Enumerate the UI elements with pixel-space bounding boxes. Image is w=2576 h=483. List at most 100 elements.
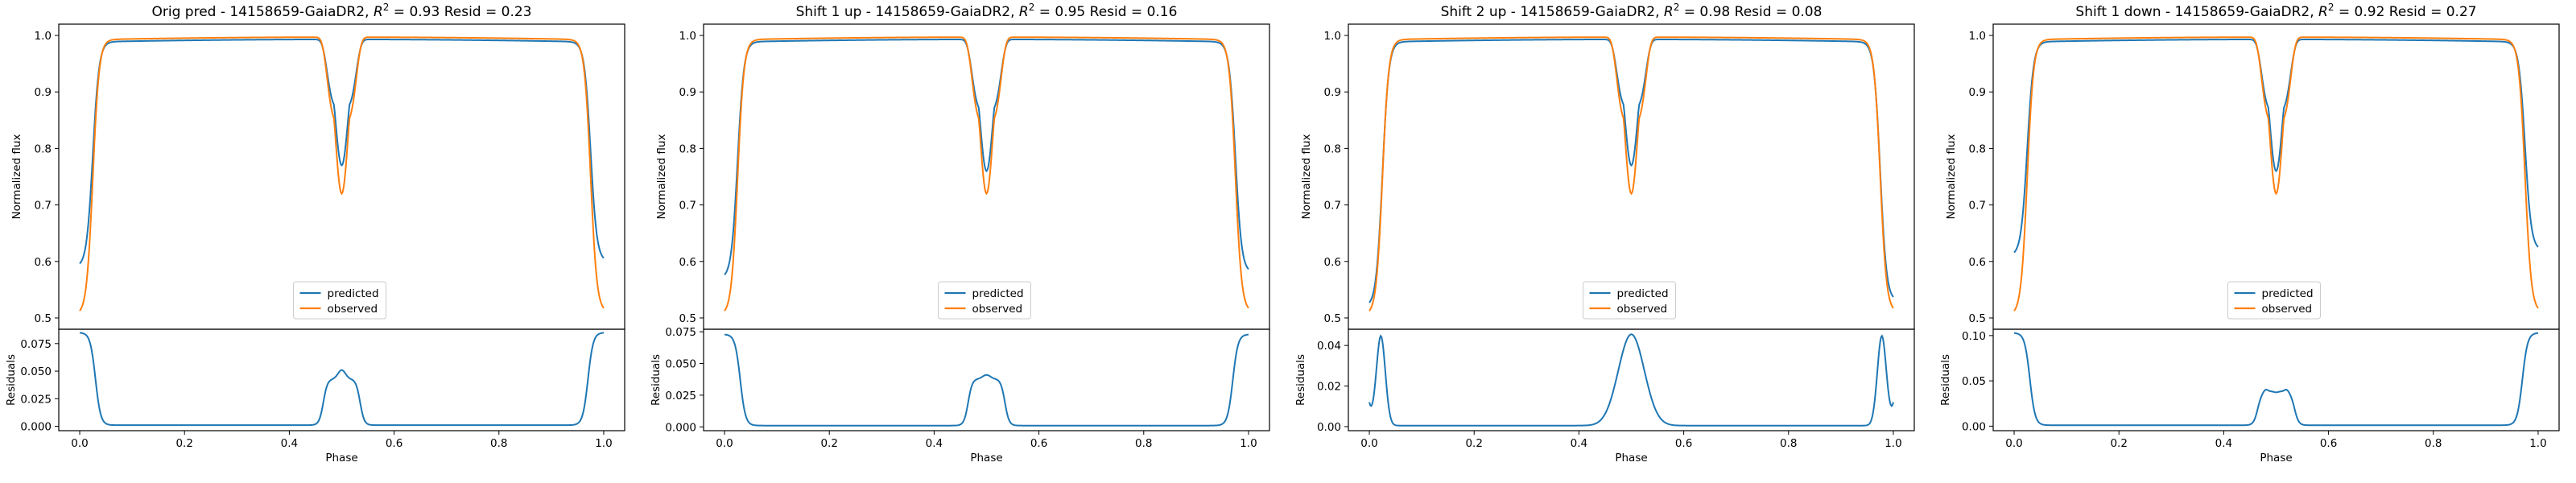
title-r2-value: 0.92 [2355,4,2385,20]
x-tick-label: 0.6 [386,437,402,450]
title-r2-value: 0.98 [1699,4,1730,20]
residual-y-tick-label: 0.00 [1317,421,1341,434]
x-tick-label: 0.2 [2110,437,2127,450]
y-axis-label: Normalized flux [655,134,668,220]
y-tick-label: 0.8 [35,142,52,155]
legend-label-observed: observed [1617,303,1668,316]
x-tick-label: 0.6 [1675,437,1692,450]
residual-line [2013,332,2539,427]
title-r2-exponent: 2 [1029,2,1035,13]
y-tick-label: 0.7 [35,200,52,213]
residual-y-tick-label: 0.050 [665,358,696,371]
residual-y-axis-label: Residuals [5,354,18,406]
observed-line [2013,36,2539,312]
y-tick-label: 0.6 [679,256,696,269]
y-tick-label: 1.0 [1969,30,1986,43]
title-prefix: Shift 1 up - 14158659-GaiaDR2, [796,4,1019,20]
x-tick-label: 0.8 [2425,437,2442,450]
title-r2-symbol: R [374,4,383,20]
x-tick-label: 0.6 [2320,437,2337,450]
x-tick-label: 0.8 [1780,437,1797,450]
x-tick-label: 0.6 [1030,437,1047,450]
predicted-line [79,39,605,265]
observed-line [79,36,605,312]
y-axis-label: Normalized flux [1300,134,1313,220]
x-tick-label: 0.2 [1465,437,1482,450]
y-tick-label: 0.9 [1969,86,1986,99]
x-tick-label: 0.0 [71,437,88,450]
residual-y-axis-label: Residuals [650,354,663,406]
y-tick-label: 0.7 [679,200,696,213]
x-axis-label: Phase [970,452,1002,464]
title-r2-value: 0.95 [1055,4,1085,20]
y-tick-label: 1.0 [1324,30,1341,43]
panel-4: Shift 1 down - 14158659-GaiaDR2, R2 = 0.… [1939,2,2560,464]
y-tick-label: 0.5 [1324,312,1341,325]
title-resid: Resid = 0.16 [1085,4,1177,20]
residual-y-tick-label: 0.02 [1317,381,1341,394]
x-axis-label: Phase [325,452,357,464]
y-tick-label: 0.5 [35,312,52,325]
legend-label-observed: observed [328,303,378,316]
y-tick-label: 0.7 [1324,200,1341,213]
title-r2-exponent: 2 [1674,2,1680,13]
observed-line [1368,36,1894,312]
bottom-axes-frame [58,328,625,431]
x-tick-label: 0.4 [926,437,943,450]
bottom-axes-frame [1348,328,1915,431]
legend-label-observed: observed [2262,303,2313,316]
x-tick-label: 0.0 [2005,437,2022,450]
residual-y-tick-label: 0.025 [20,393,52,406]
y-tick-label: 1.0 [679,30,696,43]
bottom-axes-frame [1992,328,2560,431]
legend-label-predicted: predicted [328,287,379,300]
chart-title: Shift 1 up - 14158659-GaiaDR2, R2 = 0.95… [796,2,1178,20]
x-axis-label: Phase [1615,452,1647,464]
legend-label-predicted: predicted [2262,287,2314,300]
legend-label-predicted: predicted [1617,287,1669,300]
legend-box [1583,281,1676,320]
y-axis-label: Normalized flux [1945,134,1958,220]
x-tick-label: 0.2 [175,437,192,450]
legend-box [293,281,386,320]
y-tick-label: 0.8 [679,142,696,155]
x-axis-label: Phase [2260,452,2292,464]
title-r2-symbol: R [2318,4,2328,20]
title-resid: Resid = 0.23 [440,4,531,20]
y-axis-label: Normalized flux [10,134,23,220]
y-tick-label: 0.9 [1324,86,1341,99]
x-tick-label: 1.0 [1885,437,1901,450]
title-r2-value: 0.93 [409,4,440,20]
residual-y-tick-label: 0.025 [665,390,696,402]
predicted-line [2013,39,2539,254]
legend-box [2227,281,2321,320]
residual-y-tick-label: 0.04 [1317,340,1341,353]
residual-y-tick-label: 0.10 [1962,330,1986,343]
x-tick-label: 0.2 [820,437,837,450]
title-r2-equals: = [1034,4,1055,20]
x-tick-label: 0.0 [716,437,733,450]
title-prefix: Shift 1 down - 14158659-GaiaDR2, [2075,4,2318,20]
title-r2-exponent: 2 [383,2,390,13]
residual-y-tick-label: 0.075 [665,326,696,339]
residual-line [79,332,605,427]
title-resid: Resid = 0.27 [2384,4,2476,20]
legend-label-observed: observed [972,303,1023,316]
x-tick-label: 0.4 [2215,437,2232,450]
residual-y-tick-label: 0.075 [20,338,52,351]
x-tick-label: 0.0 [1360,437,1377,450]
y-tick-label: 1.0 [35,30,52,43]
residual-line [1368,333,1894,427]
y-tick-label: 0.9 [679,86,696,99]
x-tick-label: 0.4 [281,437,298,450]
legend-box [938,281,1031,320]
title-r2-equals: = [2334,4,2354,20]
residual-y-tick-label: 0.050 [20,365,52,378]
chart-title: Shift 1 down - 14158659-GaiaDR2, R2 = 0.… [2075,2,2476,20]
predicted-line [1368,39,1894,303]
panel-1: Orig pred - 14158659-GaiaDR2, R2 = 0.93 … [5,2,625,464]
x-tick-label: 1.0 [2529,437,2546,450]
predicted-line [724,39,1249,275]
title-r2-symbol: R [1664,4,1674,20]
